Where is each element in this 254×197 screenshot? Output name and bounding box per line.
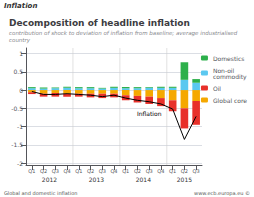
svg-text:0: 0: [19, 87, 23, 94]
svg-text:2012: 2012: [42, 176, 57, 183]
svg-text:Q2: Q2: [87, 168, 94, 174]
svg-text:contribution of shock to devia: contribution of shock to deviation of in…: [9, 30, 239, 37]
svg-text:1: 1: [19, 50, 23, 57]
svg-text:0.5: 0.5: [13, 68, 23, 75]
svg-text:Q4: Q4: [110, 168, 117, 174]
svg-text:Q4: Q4: [64, 168, 71, 174]
svg-text:Non-oil: Non-oil: [213, 66, 235, 74]
svg-text:Domestics: Domestics: [213, 55, 244, 62]
svg-text:Q3: Q3: [146, 168, 153, 174]
svg-text:Q3: Q3: [193, 168, 200, 174]
svg-text:www.ecb.europa.eu ©: www.ecb.europa.eu ©: [194, 190, 250, 197]
svg-text:Q1: Q1: [122, 168, 129, 174]
svg-text:2015: 2015: [177, 176, 192, 183]
svg-text:Q2: Q2: [181, 168, 188, 174]
svg-text:Q3: Q3: [52, 168, 59, 174]
svg-text:country: country: [9, 37, 31, 44]
svg-text:2013: 2013: [89, 176, 104, 183]
svg-text:Q1: Q1: [169, 168, 176, 174]
svg-text:commodity: commodity: [213, 73, 247, 81]
svg-text:2014: 2014: [136, 176, 151, 183]
svg-text:-0.5: -0.5: [11, 105, 23, 112]
svg-text:-2: -2: [17, 160, 23, 167]
svg-text:Decomposition of headline infl: Decomposition of headline inflation: [9, 18, 190, 28]
svg-text:Inflation: Inflation: [4, 2, 37, 10]
svg-text:Inflation: Inflation: [137, 110, 162, 117]
svg-text:Q1: Q1: [28, 168, 35, 174]
svg-text:Oil: Oil: [213, 85, 221, 92]
svg-text:Global and domestic inflation: Global and domestic inflation: [4, 190, 77, 196]
svg-text:Q4: Q4: [157, 168, 164, 174]
svg-text:Q1: Q1: [75, 168, 82, 174]
svg-text:-1: -1: [17, 123, 23, 130]
svg-text:Q2: Q2: [40, 168, 47, 174]
svg-text:Global core: Global core: [213, 97, 247, 104]
svg-text:-1.5: -1.5: [11, 141, 23, 148]
svg-text:Q2: Q2: [134, 168, 141, 174]
svg-text:Q3: Q3: [99, 168, 106, 174]
